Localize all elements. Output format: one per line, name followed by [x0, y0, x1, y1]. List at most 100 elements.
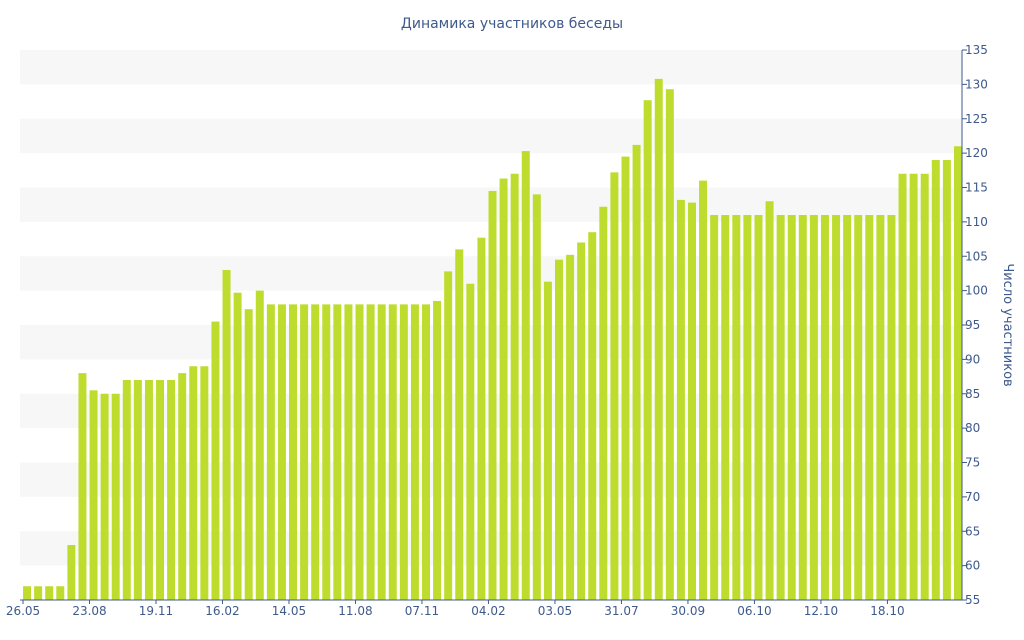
bar[interactable] — [178, 373, 187, 600]
bar[interactable] — [599, 206, 608, 600]
bar[interactable] — [687, 202, 696, 600]
bar[interactable] — [355, 304, 364, 600]
y-tick-label: 80 — [965, 421, 980, 435]
bar[interactable] — [953, 146, 962, 600]
bar[interactable] — [122, 380, 131, 600]
bar[interactable] — [699, 180, 708, 600]
bar[interactable] — [89, 390, 98, 600]
bar[interactable] — [743, 215, 752, 600]
bar[interactable] — [466, 283, 475, 600]
bar[interactable] — [45, 586, 54, 600]
y-tick-label: 70 — [965, 490, 980, 504]
bar[interactable] — [566, 254, 575, 600]
y-tick-label: 105 — [965, 249, 988, 263]
bar[interactable] — [543, 281, 552, 600]
y-tick-label: 55 — [965, 593, 980, 607]
bar[interactable] — [266, 304, 275, 600]
bar[interactable] — [156, 380, 165, 600]
bar[interactable] — [732, 215, 741, 600]
bar[interactable] — [577, 242, 586, 601]
x-tick-label: 14.05 — [272, 604, 306, 618]
bar[interactable] — [144, 380, 153, 600]
bar[interactable] — [843, 215, 852, 600]
y-tick-label: 135 — [965, 43, 988, 57]
bar[interactable] — [942, 160, 951, 600]
bar[interactable] — [377, 304, 386, 600]
bar[interactable] — [300, 304, 309, 600]
y-tick-label: 95 — [965, 318, 980, 332]
bar[interactable] — [344, 304, 353, 600]
bar[interactable] — [610, 172, 619, 600]
bar[interactable] — [388, 304, 397, 600]
bar[interactable] — [654, 78, 663, 600]
x-tick-label: 11.08 — [338, 604, 372, 618]
bar[interactable] — [832, 215, 841, 600]
bar[interactable] — [233, 292, 242, 600]
bar[interactable] — [422, 304, 430, 600]
bar[interactable] — [532, 194, 541, 600]
bar[interactable] — [588, 232, 597, 600]
bar[interactable] — [244, 309, 253, 600]
bar[interactable] — [854, 215, 863, 600]
bar[interactable] — [222, 270, 231, 600]
bar[interactable] — [78, 373, 87, 600]
bar[interactable] — [56, 586, 65, 600]
bar[interactable] — [865, 215, 874, 600]
x-tick-label: 26.05 — [6, 604, 40, 618]
bar[interactable] — [189, 366, 198, 600]
y-tick-label: 60 — [965, 559, 980, 573]
bar[interactable] — [665, 89, 674, 600]
bar[interactable] — [289, 304, 298, 600]
bar[interactable] — [488, 190, 497, 600]
bar[interactable] — [366, 304, 375, 600]
bar[interactable] — [643, 100, 652, 600]
bar[interactable] — [255, 290, 264, 600]
bar[interactable] — [909, 173, 918, 600]
bar[interactable] — [333, 304, 342, 600]
bar[interactable] — [809, 215, 818, 600]
bar[interactable] — [710, 215, 719, 600]
bar[interactable] — [133, 380, 142, 600]
bar[interactable] — [277, 304, 286, 600]
bar[interactable] — [621, 156, 630, 600]
bar[interactable] — [765, 201, 774, 600]
bar[interactable] — [931, 160, 940, 600]
bar[interactable] — [510, 173, 519, 600]
bar[interactable] — [721, 215, 730, 600]
bar[interactable] — [920, 173, 929, 600]
bar[interactable] — [898, 173, 907, 600]
bar[interactable] — [111, 393, 120, 600]
bar[interactable] — [754, 215, 763, 600]
bar[interactable] — [100, 393, 109, 600]
y-tick-label: 125 — [965, 112, 988, 126]
bar[interactable] — [23, 586, 32, 600]
bar[interactable] — [820, 215, 829, 600]
y-tick-label: 75 — [965, 456, 980, 470]
bar[interactable] — [433, 300, 442, 600]
bar[interactable] — [776, 215, 785, 600]
bar[interactable] — [555, 259, 563, 600]
bar[interactable] — [410, 304, 419, 600]
bar[interactable] — [211, 321, 220, 600]
bar[interactable] — [200, 366, 209, 600]
bar[interactable] — [167, 380, 176, 600]
bar[interactable] — [455, 249, 464, 600]
bar[interactable] — [887, 215, 896, 600]
bar[interactable] — [521, 151, 530, 600]
bar[interactable] — [67, 545, 76, 600]
bar[interactable] — [787, 215, 796, 600]
bar[interactable] — [499, 178, 508, 600]
x-tick-label: 04.02 — [471, 604, 505, 618]
bar[interactable] — [311, 304, 320, 600]
bar[interactable] — [322, 304, 331, 600]
bar[interactable] — [477, 237, 486, 600]
bar[interactable] — [876, 215, 885, 600]
y-tick-label: 90 — [965, 352, 980, 366]
bar[interactable] — [34, 586, 43, 600]
bar[interactable] — [798, 215, 807, 600]
bar[interactable] — [399, 304, 408, 600]
bar[interactable] — [632, 144, 641, 600]
x-tick-label: 19.11 — [139, 604, 173, 618]
bar[interactable] — [676, 199, 685, 600]
bar[interactable] — [444, 271, 453, 600]
